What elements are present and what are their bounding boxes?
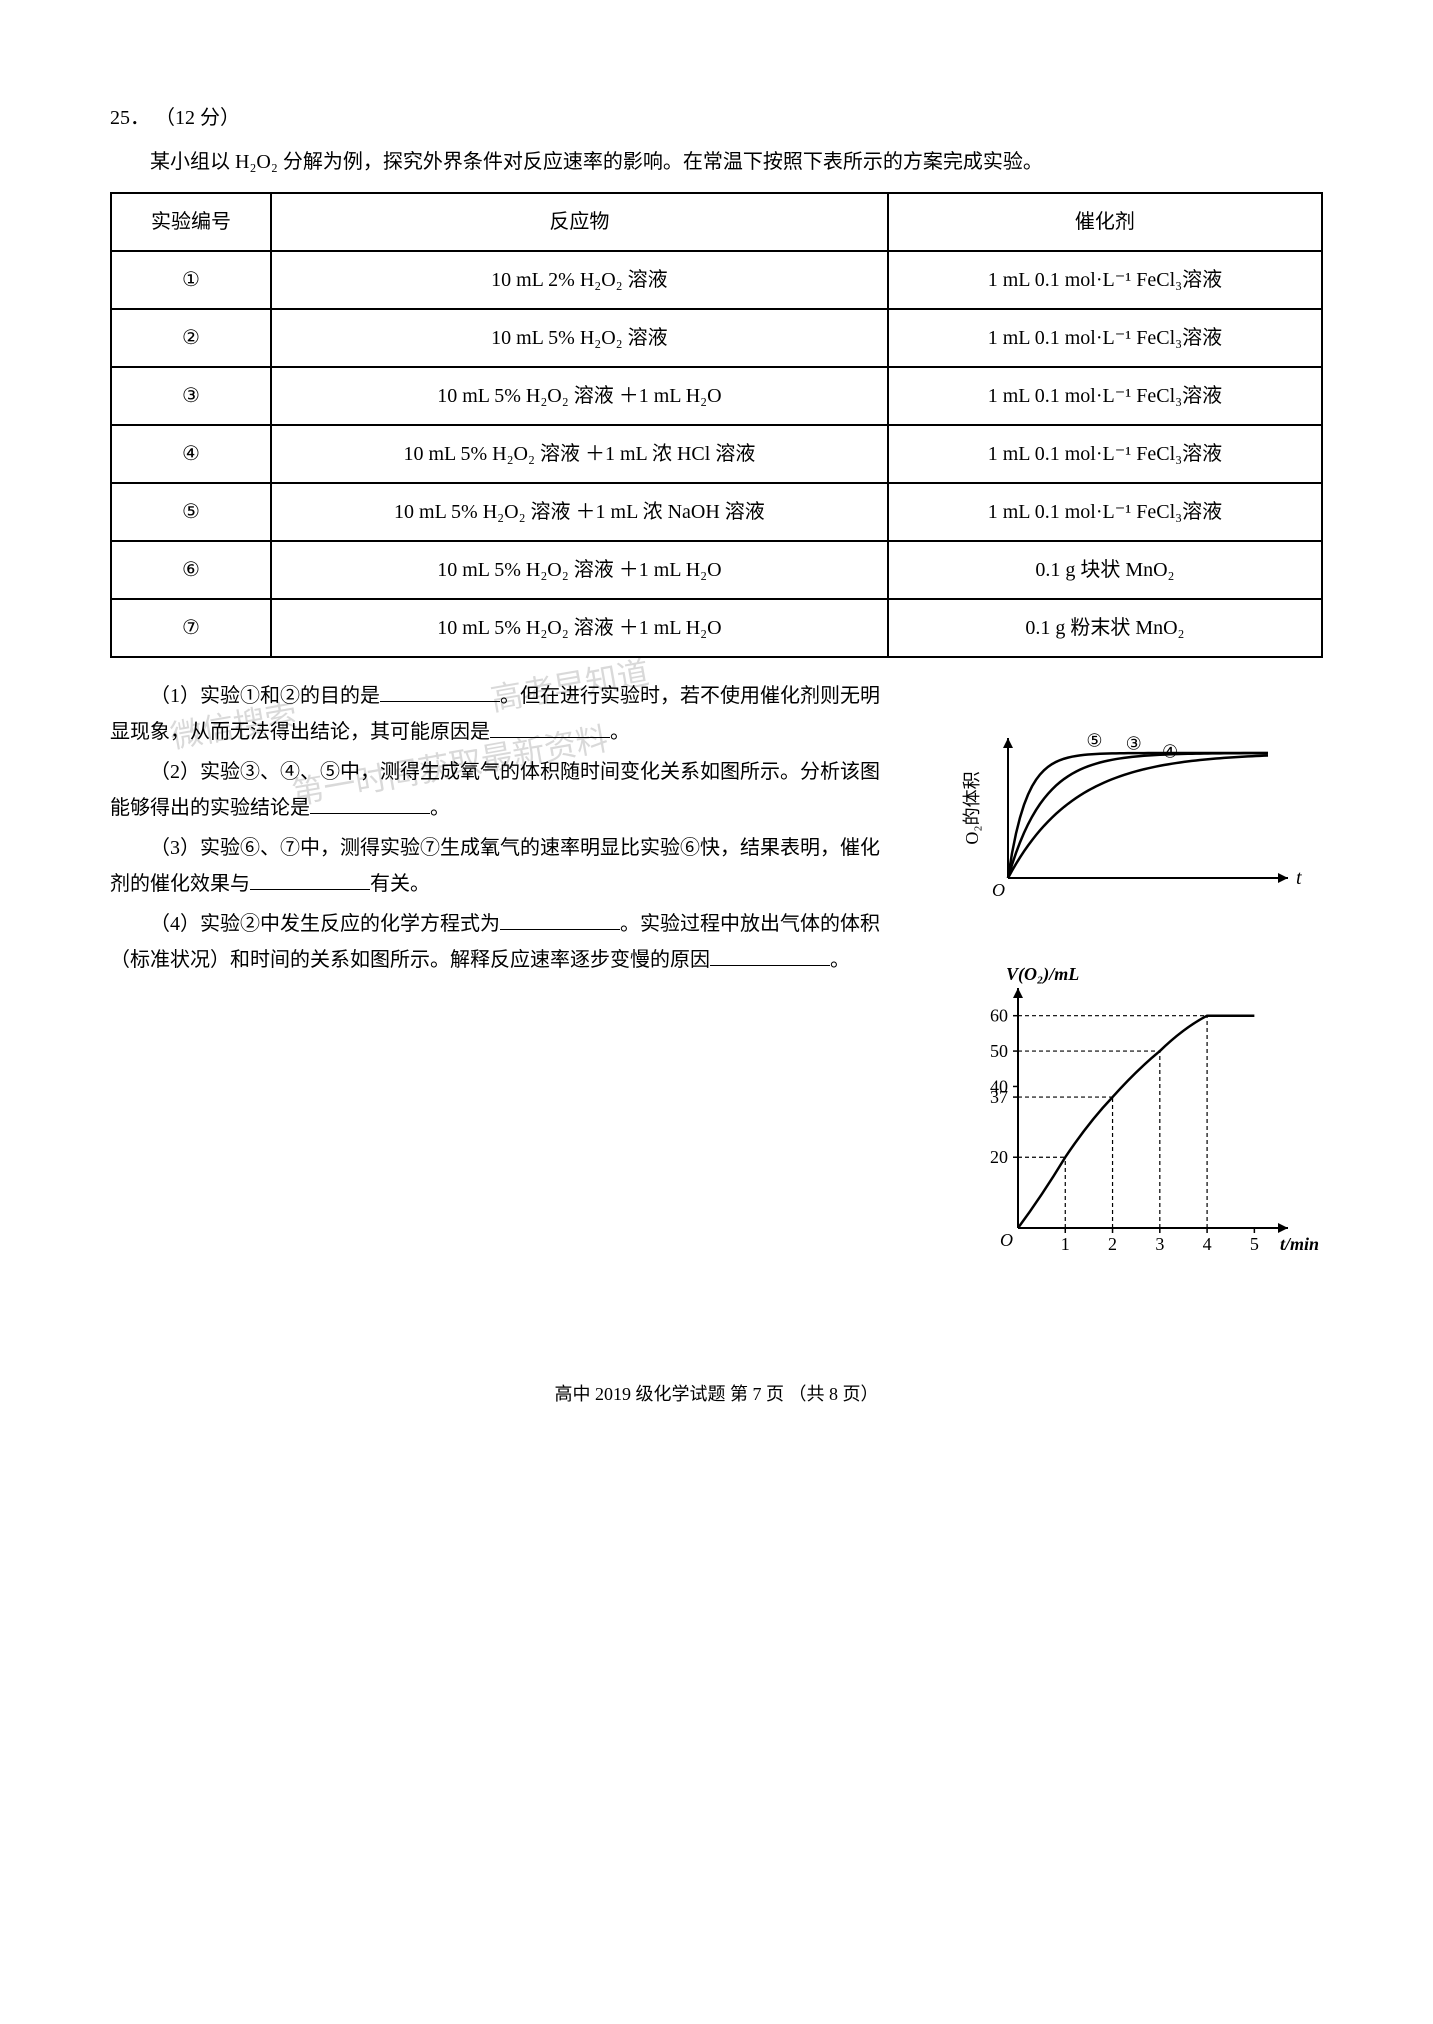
table-cell: 10 mL 2% H₂O₂ 溶液 bbox=[271, 251, 888, 309]
question-4: （4）实验②中发生反应的化学方程式为。实验过程中放出气体的体积（标准状况）和时间… bbox=[110, 906, 880, 978]
table-cell: 10 mL 5% H₂O₂ 溶液 ＋1 mL H₂O bbox=[271, 541, 888, 599]
intro-text: 某小组以 H₂O₂ 分解为例，探究外界条件对反应速率的影响。在常温下按照下表所示… bbox=[110, 144, 1323, 180]
question-2: （2）实验③、④、⑤中，测得生成氧气的体积随时间变化关系如图所示。分析该图能够得… bbox=[110, 754, 880, 826]
table-header: 反应物 bbox=[271, 193, 888, 251]
q3-text-b: 有关。 bbox=[370, 873, 430, 895]
table-cell: ⑥ bbox=[111, 541, 271, 599]
question-points: （12 分） bbox=[155, 107, 240, 129]
table-cell: ⑤ bbox=[111, 483, 271, 541]
table-row: ②10 mL 5% H₂O₂ 溶液1 mL 0.1 mol·L⁻¹ FeCl₃溶… bbox=[111, 309, 1322, 367]
table-cell: 1 mL 0.1 mol·L⁻¹ FeCl₃溶液 bbox=[888, 425, 1322, 483]
content-area: 微信搜索 高考早知道 第一时间获取最新资料 （1）实验①和②的目的是。但在进行实… bbox=[110, 678, 1323, 978]
svg-text:1: 1 bbox=[1061, 1234, 1070, 1254]
blank bbox=[710, 942, 830, 966]
table-cell: 10 mL 5% H₂O₂ 溶液 ＋1 mL 浓 HCl 溶液 bbox=[271, 425, 888, 483]
table-cell: 10 mL 5% H₂O₂ 溶液 ＋1 mL H₂O bbox=[271, 599, 888, 657]
chart-2: O203740506012345V(O₂)/mLt/min bbox=[953, 958, 1323, 1268]
page-footer: 高中 2019 级化学试题 第 7 页 （共 8 页） bbox=[110, 1378, 1323, 1410]
svg-text:t/min: t/min bbox=[1280, 1234, 1319, 1254]
svg-text:O: O bbox=[1000, 1230, 1013, 1250]
table-header-row: 实验编号 反应物 催化剂 bbox=[111, 193, 1322, 251]
svg-text:4: 4 bbox=[1203, 1234, 1212, 1254]
svg-text:40: 40 bbox=[990, 1076, 1008, 1096]
table-cell: ④ bbox=[111, 425, 271, 483]
svg-text:60: 60 bbox=[990, 1006, 1008, 1026]
table-cell: ⑦ bbox=[111, 599, 271, 657]
table-cell: ③ bbox=[111, 367, 271, 425]
table-cell: 1 mL 0.1 mol·L⁻¹ FeCl₃溶液 bbox=[888, 483, 1322, 541]
q3-text-a: （3）实验⑥、⑦中，测得实验⑦生成氧气的速率明显比实验⑥快，结果表明，催化剂的催… bbox=[110, 837, 880, 895]
svg-text:20: 20 bbox=[990, 1147, 1008, 1167]
questions-block: （1）实验①和②的目的是。但在进行实验时，若不使用催化剂则无明显现象，从而无法得… bbox=[110, 678, 880, 978]
q1-text-c: 。 bbox=[610, 721, 630, 743]
blank bbox=[380, 678, 500, 702]
q1-text-a: （1）实验①和②的目的是 bbox=[150, 685, 380, 707]
svg-text:O₂的体积: O₂的体积 bbox=[962, 771, 982, 844]
table-header: 实验编号 bbox=[111, 193, 271, 251]
svg-text:3: 3 bbox=[1155, 1234, 1164, 1254]
chart-1: O₂的体积 t O ⑤ ③④ bbox=[953, 713, 1323, 903]
table-cell: ② bbox=[111, 309, 271, 367]
table-header: 催化剂 bbox=[888, 193, 1322, 251]
q2-text-a: （2）实验③、④、⑤中，测得生成氧气的体积随时间变化关系如图所示。分析该图能够得… bbox=[110, 761, 880, 819]
svg-text:⑤: ⑤ bbox=[1086, 731, 1102, 751]
svg-text:O: O bbox=[992, 880, 1005, 900]
table-cell: ① bbox=[111, 251, 271, 309]
experiment-table: 实验编号 反应物 催化剂 ①10 mL 2% H₂O₂ 溶液1 mL 0.1 m… bbox=[110, 192, 1323, 658]
svg-text:2: 2 bbox=[1108, 1234, 1117, 1254]
table-cell: 0.1 g 块状 MnO₂ bbox=[888, 541, 1322, 599]
blank bbox=[490, 714, 610, 738]
blank bbox=[250, 866, 370, 890]
q2-text-b: 。 bbox=[430, 797, 450, 819]
table-cell: 10 mL 5% H₂O₂ 溶液 ＋1 mL 浓 NaOH 溶液 bbox=[271, 483, 888, 541]
q4-text-a: （4）实验②中发生反应的化学方程式为 bbox=[150, 913, 500, 935]
question-header: 25． （12 分） bbox=[110, 100, 1323, 136]
table-row: ④10 mL 5% H₂O₂ 溶液 ＋1 mL 浓 HCl 溶液1 mL 0.1… bbox=[111, 425, 1322, 483]
svg-text:5: 5 bbox=[1250, 1234, 1259, 1254]
table-cell: 1 mL 0.1 mol·L⁻¹ FeCl₃溶液 bbox=[888, 251, 1322, 309]
question-3: （3）实验⑥、⑦中，测得实验⑦生成氧气的速率明显比实验⑥快，结果表明，催化剂的催… bbox=[110, 830, 880, 902]
table-cell: 0.1 g 粉末状 MnO₂ bbox=[888, 599, 1322, 657]
table-row: ③10 mL 5% H₂O₂ 溶液 ＋1 mL H₂O1 mL 0.1 mol·… bbox=[111, 367, 1322, 425]
table-cell: 1 mL 0.1 mol·L⁻¹ FeCl₃溶液 bbox=[888, 367, 1322, 425]
question-number: 25． bbox=[110, 107, 150, 129]
table-row: ⑥10 mL 5% H₂O₂ 溶液 ＋1 mL H₂O0.1 g 块状 MnO₂ bbox=[111, 541, 1322, 599]
svg-text:50: 50 bbox=[990, 1041, 1008, 1061]
table-cell: 10 mL 5% H₂O₂ 溶液 ＋1 mL H₂O bbox=[271, 367, 888, 425]
table-cell: 1 mL 0.1 mol·L⁻¹ FeCl₃溶液 bbox=[888, 309, 1322, 367]
svg-text:t: t bbox=[1296, 867, 1302, 889]
svg-text:④: ④ bbox=[1162, 741, 1178, 761]
svg-text:③: ③ bbox=[1126, 734, 1142, 754]
question-1: （1）实验①和②的目的是。但在进行实验时，若不使用催化剂则无明显现象，从而无法得… bbox=[110, 678, 880, 750]
table-row: ①10 mL 2% H₂O₂ 溶液1 mL 0.1 mol·L⁻¹ FeCl₃溶… bbox=[111, 251, 1322, 309]
blank bbox=[310, 790, 430, 814]
blank bbox=[500, 906, 620, 930]
table-row: ⑤10 mL 5% H₂O₂ 溶液 ＋1 mL 浓 NaOH 溶液1 mL 0.… bbox=[111, 483, 1322, 541]
svg-text:V(O₂)/mL: V(O₂)/mL bbox=[1006, 964, 1079, 985]
table-row: ⑦10 mL 5% H₂O₂ 溶液 ＋1 mL H₂O0.1 g 粉末状 MnO… bbox=[111, 599, 1322, 657]
table-cell: 10 mL 5% H₂O₂ 溶液 bbox=[271, 309, 888, 367]
q4-text-c: 。 bbox=[830, 949, 850, 971]
